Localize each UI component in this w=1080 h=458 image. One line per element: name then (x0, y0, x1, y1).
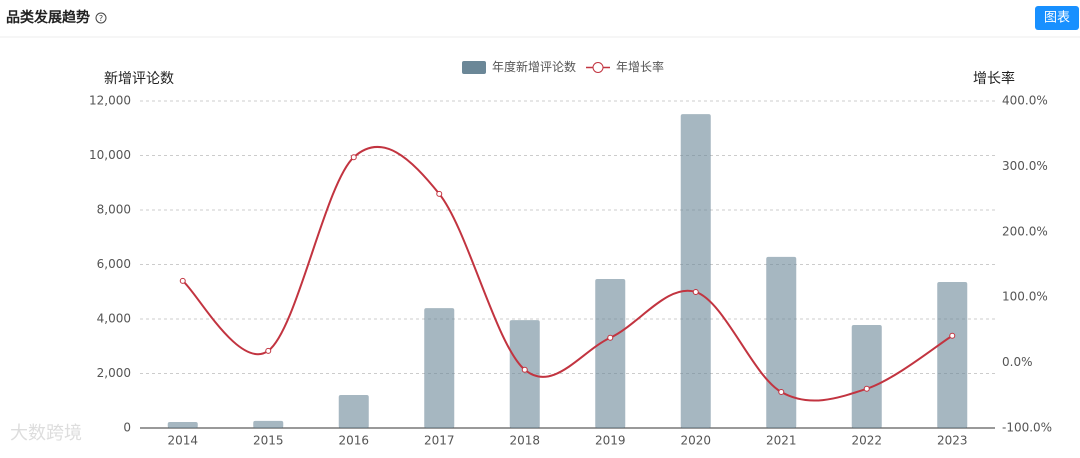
line-point (692, 288, 699, 295)
bar (509, 320, 540, 428)
chart-button[interactable] (1035, 6, 1079, 30)
y2-tick-label: -100.0% (1002, 421, 1052, 435)
y-tick-label: 0 (123, 421, 131, 435)
bar (424, 308, 455, 428)
x-tick-label: 2022 (851, 434, 882, 448)
x-tick-label: 2023 (937, 434, 968, 448)
x-tick-label: 2020 (680, 434, 711, 448)
line-point (778, 389, 785, 396)
header-title: 品类发展趋势 (6, 9, 90, 26)
line-point (521, 366, 528, 373)
y2-tick-label: 400.0% (1002, 94, 1048, 108)
y2-tick-label: 300.0% (1002, 159, 1048, 173)
y-tick-label: 8,000 (97, 203, 131, 217)
x-tick-label: 2014 (167, 434, 198, 448)
x-tick-label: 2016 (338, 434, 369, 448)
y-tick-label: 12,000 (89, 94, 131, 108)
line-point (863, 385, 870, 392)
bar (253, 420, 284, 428)
y2-tick-label: 100.0% (1002, 290, 1048, 304)
x-tick-label: 2017 (424, 434, 455, 448)
y-tick-label: 4,000 (97, 312, 131, 326)
help-icon-mark: ? (99, 14, 103, 23)
y-tick-label: 6,000 (97, 257, 131, 271)
x-tick-label: 2019 (595, 434, 626, 448)
line-point (436, 190, 443, 197)
x-tick-label: 2015 (253, 434, 284, 448)
bar (766, 256, 797, 428)
x-tick-label: 2021 (766, 434, 797, 448)
bar (167, 422, 198, 428)
line-point (350, 154, 357, 161)
legend-swatch-point (592, 62, 604, 73)
bar (595, 278, 626, 428)
line-point (949, 332, 956, 339)
y-tick-label: 2,000 (97, 366, 131, 380)
y-axis-title: 新增评论数 (104, 71, 174, 87)
y2-tick-label: 0.0% (1002, 355, 1033, 369)
y2-axis-title: 增长率 (973, 70, 1015, 87)
help-icon[interactable] (95, 12, 107, 24)
watermark: 大数跨境 (10, 423, 82, 444)
y-tick-label: 10,000 (89, 148, 131, 162)
legend-swatch (462, 61, 486, 74)
bar (680, 114, 711, 428)
x-tick-label: 2018 (509, 434, 540, 448)
y2-tick-label: 200.0% (1002, 224, 1048, 238)
line (182, 145, 953, 402)
line-point (607, 334, 614, 341)
bar (338, 395, 369, 428)
bar (851, 324, 882, 428)
legend-label: 年度新增评论数 (492, 59, 576, 74)
chart-button-label: 图表 (1044, 11, 1070, 26)
line-point (179, 277, 186, 284)
bar (937, 281, 968, 428)
legend-label: 年增长率 (616, 59, 664, 74)
line-point (265, 347, 272, 354)
